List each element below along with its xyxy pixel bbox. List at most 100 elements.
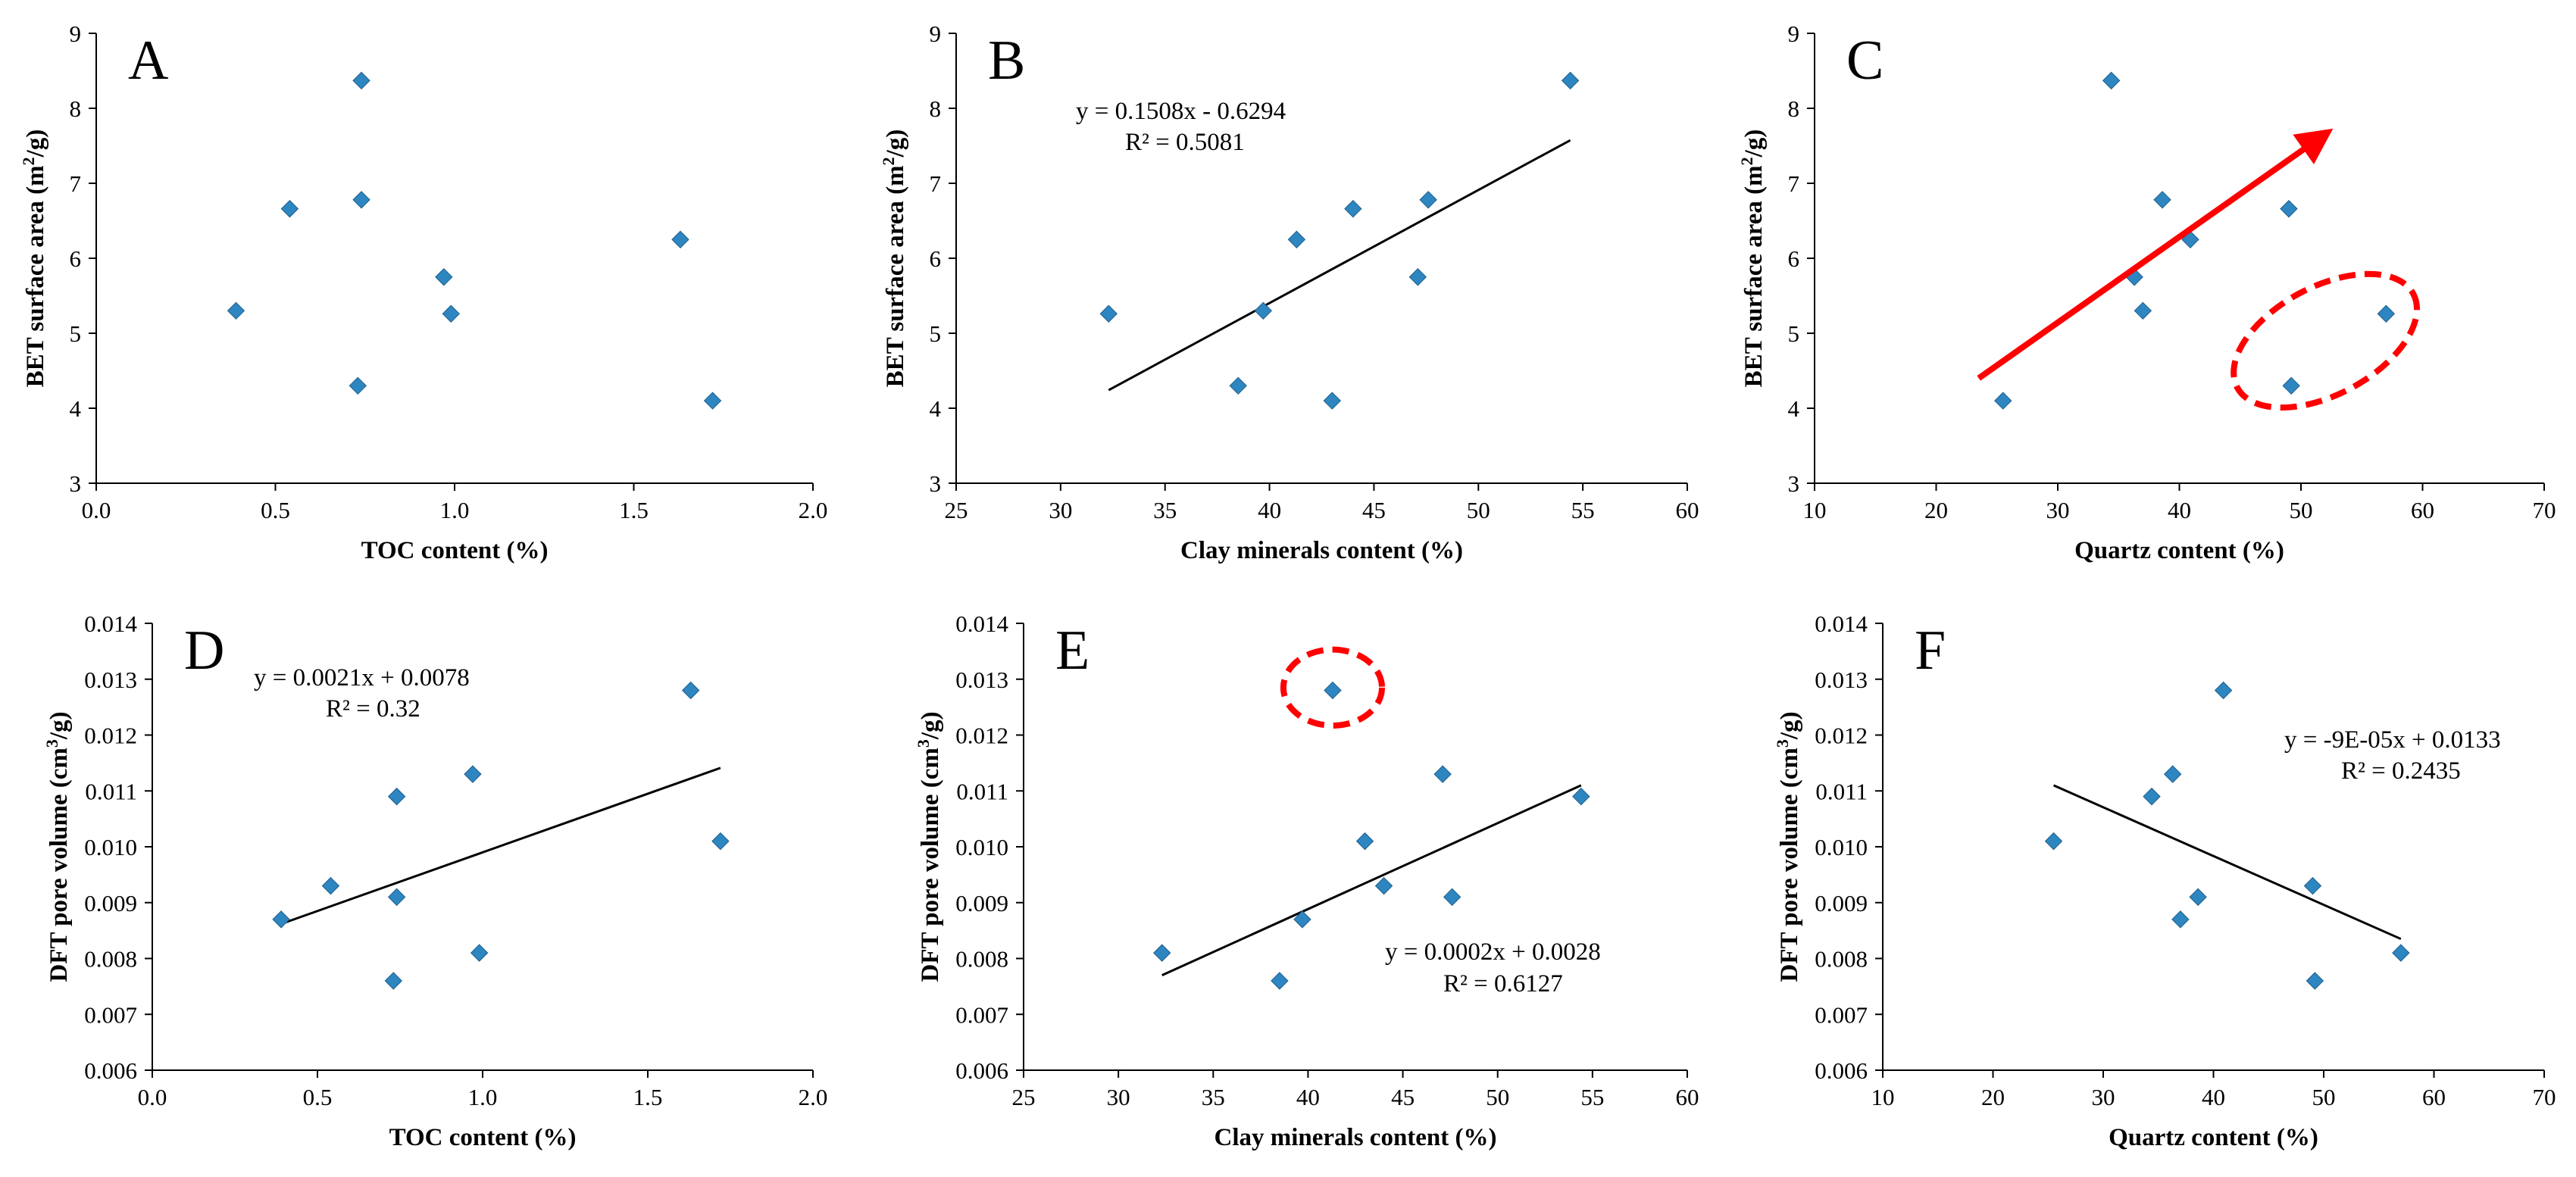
- y-axis-label: DFT pore volume (cm3/g): [1773, 711, 1804, 982]
- x-tick-label: 30: [2046, 497, 2070, 523]
- data-point: [1271, 972, 1289, 990]
- r-squared-text: R² = 0.2435: [2341, 757, 2461, 785]
- data-point: [464, 765, 482, 783]
- data-point: [1153, 944, 1171, 962]
- y-tick-label: 5: [70, 320, 82, 347]
- x-tick-label: 50: [2312, 1084, 2336, 1110]
- y-tick-label: 0.012: [84, 723, 137, 749]
- y-tick-label: 0.009: [955, 890, 1008, 916]
- data-point: [1994, 392, 2012, 410]
- data-point: [2163, 765, 2182, 783]
- x-tick-label: 55: [1580, 1084, 1604, 1110]
- y-tick-label: 5: [1788, 320, 1800, 347]
- data-point: [435, 268, 453, 286]
- equation-text: y = 0.1508x - 0.6294: [1076, 98, 1286, 125]
- y-axis-label: DFT pore volume (cm3/g): [914, 711, 945, 982]
- x-tick-label: 25: [945, 497, 968, 523]
- data-point: [1433, 765, 1452, 783]
- data-point: [1561, 71, 1580, 90]
- data-point: [2044, 832, 2063, 851]
- equation-text: y = -9E-05x + 0.0133: [2284, 726, 2501, 754]
- y-axis-label-part: /g): [22, 130, 49, 158]
- y-tick-label: 0.008: [955, 946, 1008, 973]
- y-tick-label: 8: [1788, 95, 1800, 122]
- data-point: [1408, 268, 1427, 286]
- data-point: [352, 191, 370, 209]
- data-point: [2143, 787, 2161, 806]
- y-tick-label: 7: [70, 170, 82, 197]
- y-tick-label: 0.014: [955, 610, 1008, 637]
- y-tick-label: 0.012: [1815, 723, 1868, 749]
- x-tick-label: 20: [1981, 1084, 2005, 1110]
- data-point: [703, 392, 722, 410]
- data-point: [1099, 304, 1118, 323]
- data-point: [1443, 888, 1462, 907]
- x-tick-label: 60: [1676, 1084, 1699, 1110]
- x-tick-label: 30: [1107, 1084, 1130, 1110]
- x-tick-label: 35: [1153, 497, 1177, 523]
- data-point: [349, 376, 367, 395]
- x-tick-label: 50: [1467, 497, 1490, 523]
- x-tick-label: 2.0: [799, 497, 828, 523]
- y-tick-label: 0.006: [84, 1057, 137, 1084]
- x-axis-label: Clay minerals content (%): [1214, 1124, 1496, 1151]
- y-tick-label: 0.008: [84, 946, 137, 973]
- y-axis-label: DFT pore volume (cm3/g): [42, 711, 73, 982]
- x-tick-label: 0.0: [82, 497, 111, 523]
- x-tick-label: 45: [1391, 1084, 1415, 1110]
- y-tick-label: 0.007: [84, 1001, 137, 1028]
- y-tick-label: 4: [930, 395, 942, 422]
- x-tick-label: 60: [1676, 497, 1699, 523]
- y-tick-label: 9: [70, 20, 82, 47]
- data-point: [2303, 876, 2322, 895]
- x-tick-label: 40: [2202, 1084, 2225, 1110]
- x-tick-label: 1.5: [633, 1084, 663, 1110]
- trendline: [2052, 784, 2402, 941]
- y-axis-label-part: /g): [45, 711, 73, 740]
- y-tick-label: 7: [930, 170, 942, 197]
- y-axis-label-superscript: 3: [914, 739, 933, 748]
- y-axis-label-superscript: 3: [42, 739, 61, 748]
- x-tick-label: 30: [2092, 1084, 2115, 1110]
- x-axis-label: TOC content (%): [361, 537, 549, 564]
- y-tick-label: 0.014: [1815, 610, 1868, 637]
- y-tick-label: 8: [930, 95, 942, 122]
- x-axis-label: TOC content (%): [389, 1124, 577, 1151]
- panel-e: 25 30 35 40 45 50 55 60 0.006 0.007 0.008 0.009 0.01…: [914, 610, 1699, 1151]
- data-point: [671, 230, 689, 248]
- equation-text: y = 0.0021x + 0.0078: [254, 664, 470, 692]
- y-tick-label: 0.011: [956, 778, 1008, 804]
- equation-text: y = 0.0002x + 0.0028: [1385, 938, 1601, 966]
- y-tick-label: 0.011: [1815, 778, 1868, 804]
- y-axis-label: BET surface area (m2/g): [1737, 130, 1768, 388]
- x-tick-label: 1.0: [468, 1084, 498, 1110]
- outlier-circle: [1280, 646, 1386, 729]
- x-tick-label: 70: [2533, 497, 2556, 523]
- x-tick-label: 40: [1258, 497, 1281, 523]
- y-axis-label-part: DFT pore volume (cm: [45, 748, 73, 982]
- y-tick-label: 0.010: [955, 834, 1008, 860]
- x-tick-label: 10: [1803, 497, 1827, 523]
- y-tick-label: 0.012: [955, 723, 1008, 749]
- x-tick-label: 0.5: [261, 497, 290, 523]
- x-tick-label: 1.0: [440, 497, 470, 523]
- y-tick-label: 0.010: [1815, 834, 1868, 860]
- data-point: [681, 681, 700, 700]
- y-tick-label: 0.010: [84, 834, 137, 860]
- panel-d: 0.0 0.5 1.0 1.5 2.0 0.006 0.007 0.008 0.009 0.010…: [42, 610, 828, 1151]
- data-point: [1419, 191, 1437, 209]
- data-point: [470, 944, 489, 962]
- x-axis-label: Quartz content (%): [2074, 537, 2284, 564]
- y-axis-label-part: /g): [1740, 130, 1768, 158]
- x-tick-label: 50: [2290, 497, 2313, 523]
- x-tick-label: 1.5: [619, 497, 649, 523]
- panel-letter: F: [1915, 620, 1946, 682]
- data-point: [2306, 972, 2324, 990]
- y-axis-label-part: /g): [1776, 711, 1803, 740]
- data-point: [2189, 888, 2207, 907]
- data-point: [2392, 944, 2410, 962]
- y-tick-label: 9: [1788, 20, 1800, 47]
- r-squared-text: R² = 0.32: [326, 695, 420, 723]
- y-axis-label-part: DFT pore volume (cm: [1776, 748, 1803, 982]
- data-point: [1374, 876, 1393, 895]
